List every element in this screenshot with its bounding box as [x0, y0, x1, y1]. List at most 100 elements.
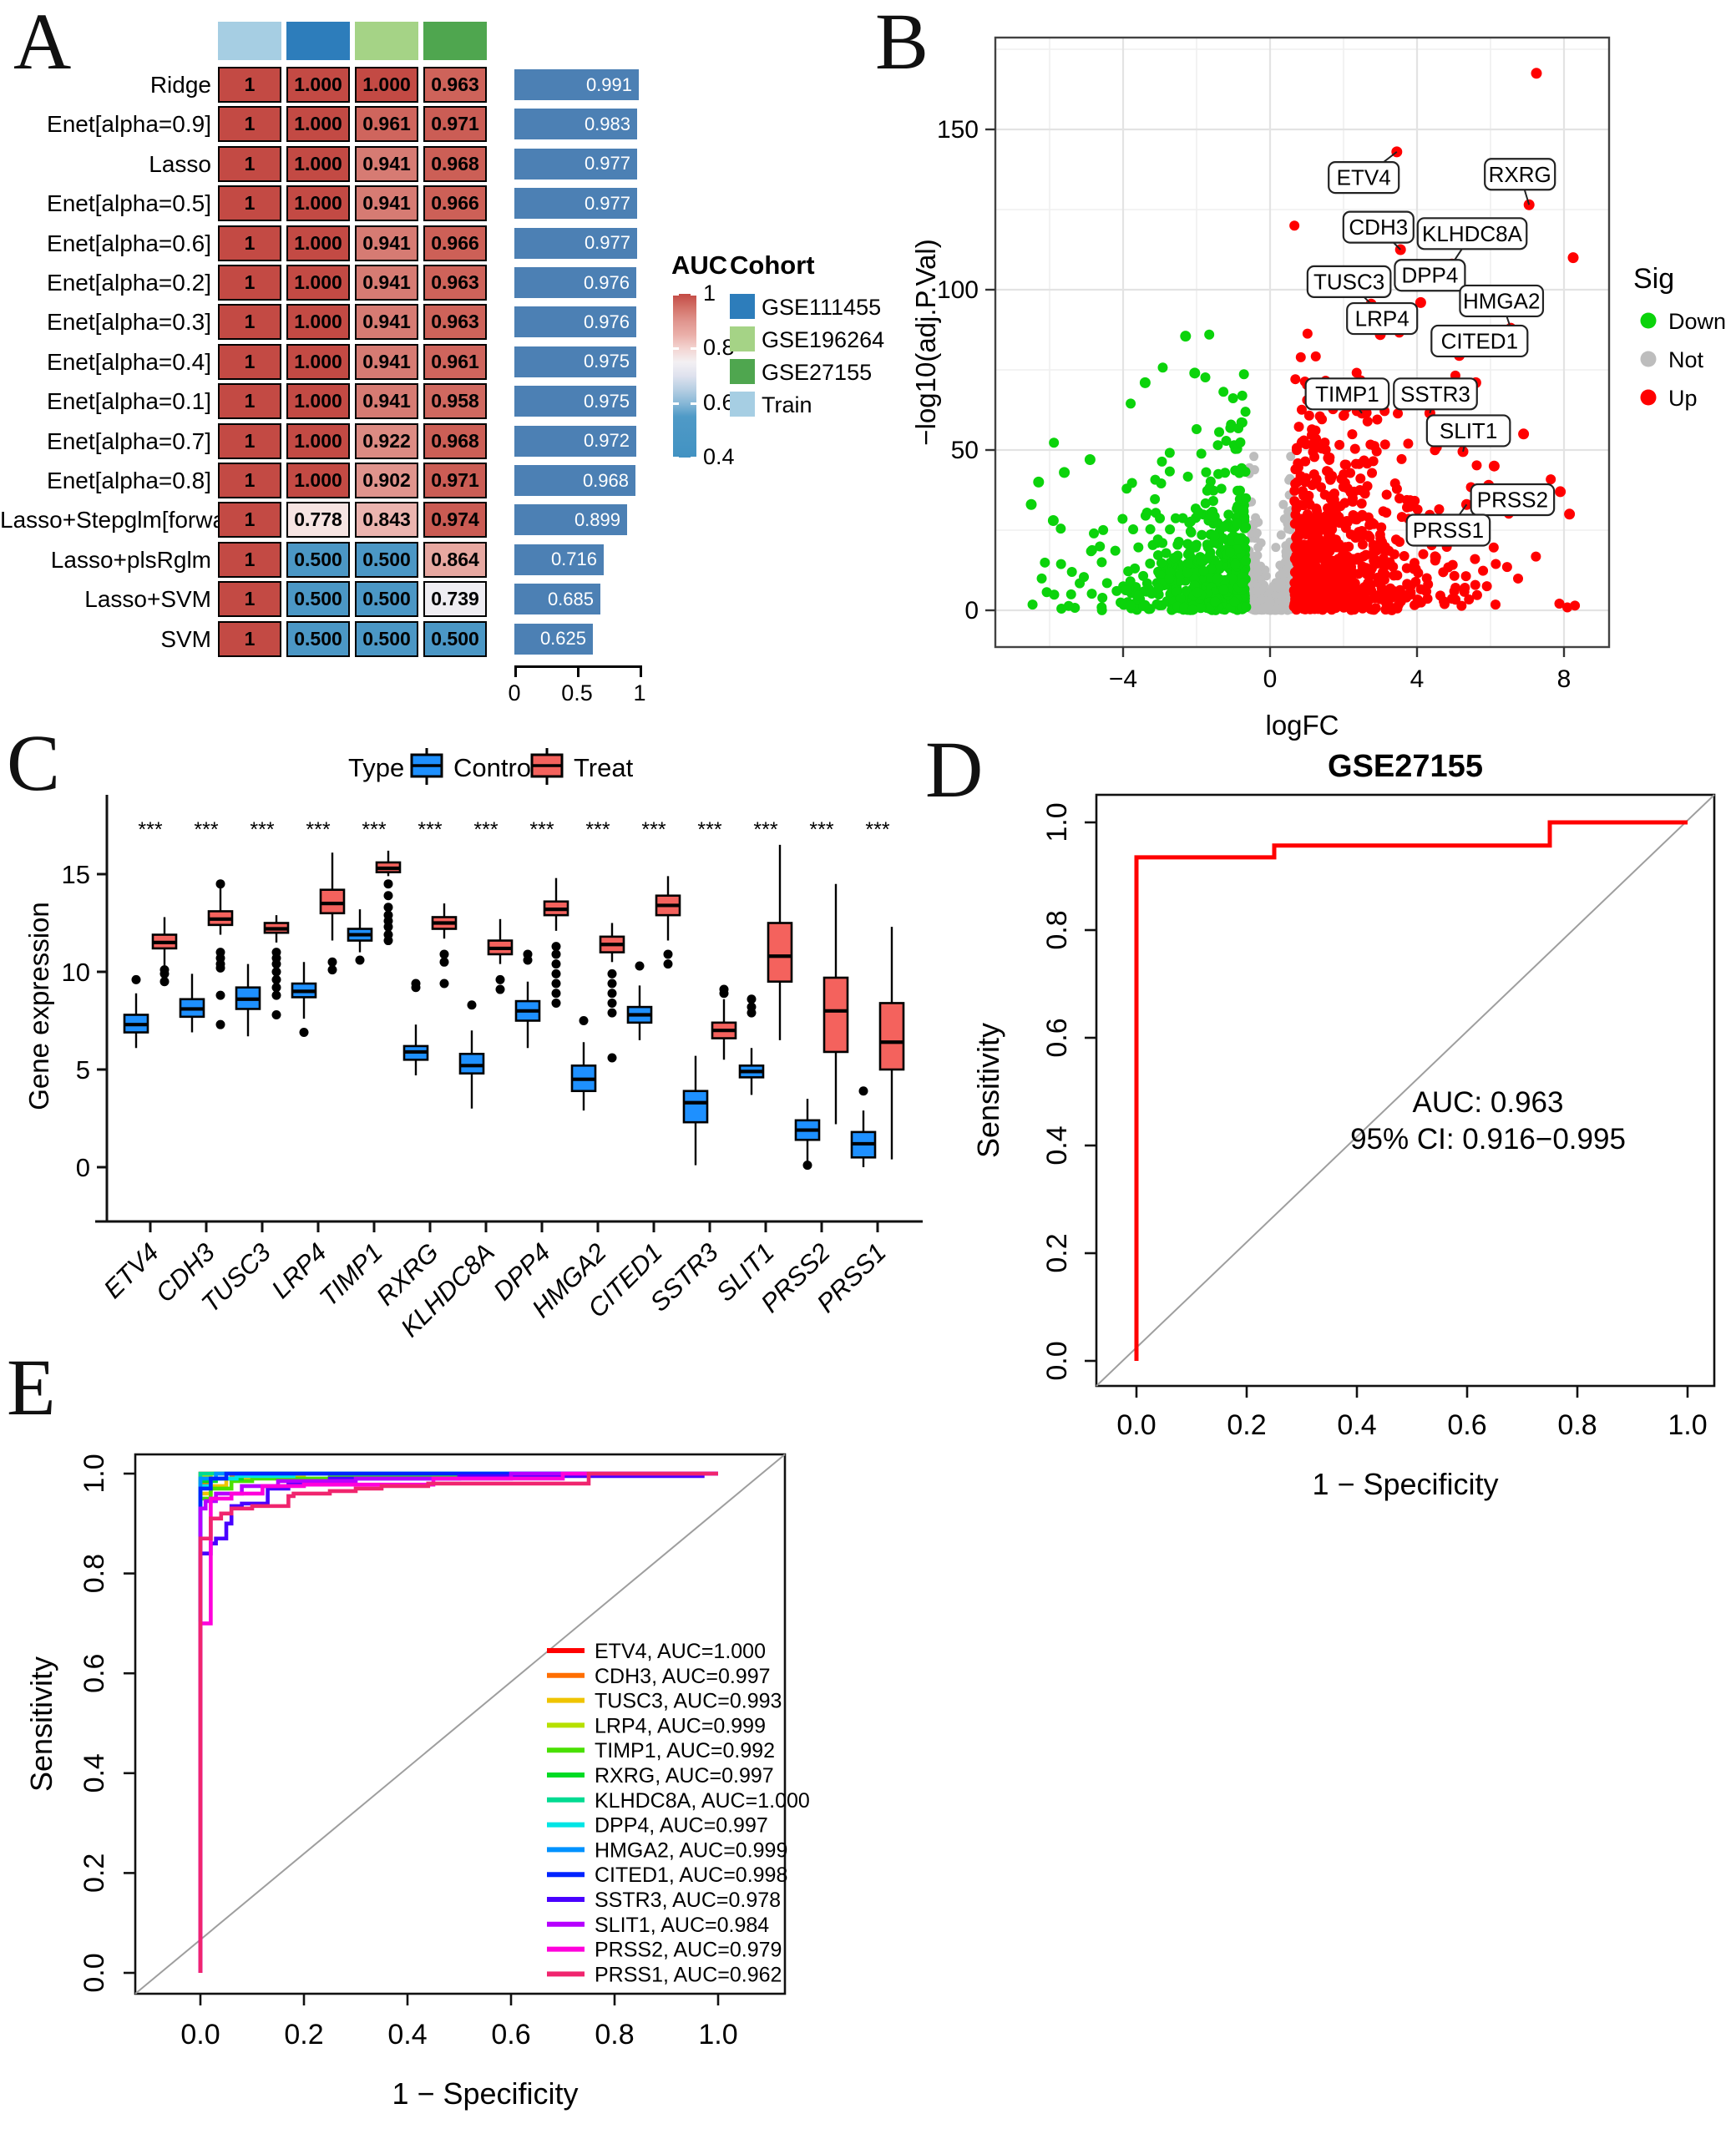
- boxplot-y-tick: 15: [62, 860, 90, 889]
- significance-stars: ***: [418, 818, 442, 842]
- roc-e-x-tick: 0.6: [491, 2019, 530, 2051]
- bar-axis-tick: [577, 665, 580, 677]
- mean-auc-bar-label: 0.716: [550, 549, 597, 570]
- mean-auc-bar: 0.968: [514, 465, 635, 496]
- heatmap-cell: 1.000: [286, 265, 350, 301]
- significance-stars: ***: [753, 818, 777, 842]
- heatmap-cell: 0.902: [355, 463, 418, 498]
- roc-d-x-tick: 0.4: [1337, 1409, 1376, 1441]
- roc-e-legend-label-DPP4: DPP4, AUC=0.997: [595, 1814, 768, 1838]
- roc-d-x-tick: 0.6: [1447, 1409, 1486, 1441]
- mean-auc-bar-label: 0.977: [584, 232, 630, 254]
- cohort-legend-label: GSE27155: [762, 360, 873, 385]
- auc-legend-tick-label: 0.8: [703, 335, 735, 361]
- volcano-gene-label-RXRG: RXRG: [1489, 162, 1551, 187]
- roc-e-legend-label-CITED1: CITED1, AUC=0.998: [595, 1864, 787, 1887]
- volcano-legend-label: Not: [1668, 347, 1704, 372]
- mean-auc-bar: 0.685: [514, 584, 600, 615]
- auc-gradient-tick: [673, 457, 679, 459]
- mean-auc-bar: 0.976: [514, 267, 636, 298]
- volcano-gene-label-box-CITED1: [1430, 324, 1529, 358]
- heatmap-cell: 0.963: [423, 304, 487, 341]
- significance-stars: ***: [697, 818, 721, 842]
- heatmap-cell: 0.922: [355, 422, 418, 459]
- mean-auc-bar-label: 0.972: [583, 430, 630, 452]
- roc-d-auc-text: AUC: 0.963: [1413, 1086, 1564, 1119]
- heatmap-cell: 1: [218, 541, 281, 578]
- roc-e-curve-PRSS2: [198, 1471, 718, 1973]
- roc-e-legend-label-KLHDC8A: KLHDC8A, AUC=1.000: [595, 1789, 810, 1813]
- bar-axis-tick: [640, 665, 642, 677]
- volcano-gene-label-PRSS1: PRSS1: [1413, 518, 1484, 543]
- heatmap-cell: 1: [218, 383, 281, 420]
- model-row-label: Enet[alpha=0.1]: [47, 388, 211, 415]
- boxplot-legend-title: Type: [348, 753, 404, 782]
- heatmap-cell: 0.966: [423, 225, 487, 261]
- heatmap-cell: 0.864: [423, 541, 487, 578]
- volcano-gene-label-PRSS2: PRSS2: [1477, 488, 1548, 513]
- heatmap-cell: 0.778: [286, 502, 350, 539]
- auc-gradient-tick: [691, 293, 696, 296]
- mean-auc-bar-label: 0.685: [547, 588, 594, 609]
- heatmap-cell: 0.843: [355, 502, 418, 539]
- roc-e-legend-label-CDH3: CDH3, AUC=0.997: [595, 1665, 771, 1688]
- volcano-gene-label-box-SSTR3: [1393, 377, 1478, 411]
- volcano-points: [1025, 68, 1581, 615]
- volcano-x-title: logFC: [1265, 710, 1339, 741]
- cohort-column-swatch-GSE111455: [286, 22, 350, 60]
- roc-e-legend-label-TUSC3: TUSC3, AUC=0.993: [595, 1690, 782, 1713]
- significance-stars: ***: [194, 818, 218, 842]
- heatmap-cell: 0.966: [423, 185, 487, 222]
- roc-e-legend-label-TIMP1: TIMP1, AUC=0.992: [595, 1739, 775, 1762]
- volcano-x-tick: 8: [1557, 665, 1572, 693]
- volcano-gene-label-ETV4: ETV4: [1337, 165, 1391, 190]
- roc-e-x-title: 1 − Specificity: [392, 2076, 578, 2111]
- volcano-legend-title: Sig: [1633, 263, 1674, 295]
- cohort-legend-swatch-Train: [730, 392, 755, 417]
- roc-e-curve-CITED1: [198, 1471, 718, 1973]
- volcano-legend-label: Down: [1668, 309, 1726, 334]
- heatmap-cell: 0.958: [423, 383, 487, 420]
- roc-d-y-tick: 1.0: [1041, 802, 1073, 842]
- significance-stars: ***: [306, 818, 330, 842]
- roc-e-curve-PRSS1: [198, 1471, 718, 1973]
- volcano-gene-label-box-ETV4: [1328, 161, 1400, 195]
- auc-legend-tick-label: 0.4: [703, 444, 735, 469]
- heatmap-cell: 1.000: [286, 145, 350, 182]
- heatmap-cell: 0.941: [355, 225, 418, 261]
- mean-auc-bar: 0.977: [514, 227, 637, 259]
- heatmap-cell: 1: [218, 265, 281, 301]
- mean-auc-bar: 0.899: [514, 504, 627, 536]
- significance-stars: ***: [138, 818, 162, 842]
- volcano-gene-label-HMGA2: HMGA2: [1463, 288, 1540, 313]
- heatmap-cell: 0.941: [355, 304, 418, 341]
- volcano-gene-label-TUSC3: TUSC3: [1313, 269, 1384, 294]
- boxplot-panel: Type Control Treat 0 5 10 15 Gene expression ***…: [23, 748, 923, 1343]
- roc-e-legend-label-ETV4: ETV4, AUC=1.000: [595, 1640, 766, 1663]
- boxplot-x-label-ETV4: ETV4: [98, 1237, 164, 1304]
- mean-auc-bar-label: 0.976: [583, 271, 630, 293]
- heatmap-cell: 1.000: [286, 383, 350, 420]
- panel-c-label: C: [7, 718, 61, 807]
- roc-e-x-tick: 1.0: [698, 2019, 737, 2051]
- mean-auc-bar: 0.972: [514, 425, 636, 457]
- auc-gradient-tick: [691, 347, 696, 351]
- volcano-gene-label-SSTR3: SSTR3: [1400, 382, 1470, 407]
- volcano-gene-label-box-KLHDC8A: [1416, 217, 1528, 250]
- model-row-label: Enet[alpha=0.3]: [47, 309, 211, 336]
- mean-auc-bar-label: 0.625: [539, 628, 586, 650]
- mean-auc-bar: 0.625: [514, 623, 593, 655]
- heatmap-cell: 1.000: [286, 185, 350, 222]
- heatmap-cell: 1.000: [286, 304, 350, 341]
- volcano-y-title: −log10(adj.P.Val): [910, 239, 941, 445]
- volcano-y-tick: 100: [937, 276, 979, 304]
- roc-gse27155: GSE27155 0.0 0.2 0.4 0.6 0.8 1.0 0.0 0.2 0.4 0.6 0.…: [971, 749, 1716, 1501]
- volcano-gene-label-SLIT1: SLIT1: [1440, 418, 1497, 443]
- mean-auc-bar-label: 0.976: [583, 311, 630, 332]
- boxplot-y-tick: 5: [76, 1055, 90, 1085]
- roc-e-x-tick: 0.2: [284, 2019, 323, 2051]
- roc-d-x-title: 1 − Specificity: [1312, 1467, 1498, 1501]
- mean-auc-bar: 0.976: [514, 306, 636, 338]
- panel-d-label: D: [925, 725, 984, 814]
- volcano-gene-label-box-RXRG: [1484, 158, 1556, 191]
